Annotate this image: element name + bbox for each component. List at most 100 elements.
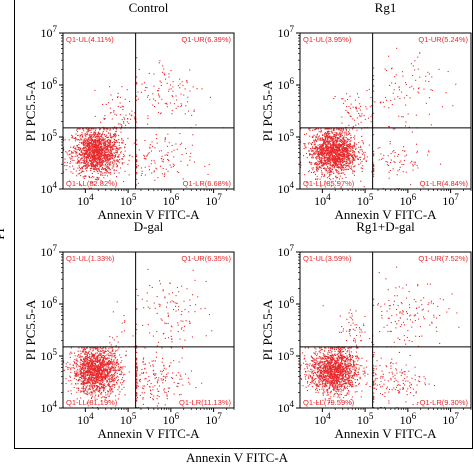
data-point <box>312 147 314 149</box>
data-point <box>350 153 352 155</box>
data-point <box>109 361 111 363</box>
data-point <box>388 164 390 166</box>
data-point <box>430 89 432 91</box>
data-point <box>329 131 331 133</box>
data-point <box>65 169 67 171</box>
data-point <box>330 185 332 187</box>
data-point <box>129 155 131 157</box>
data-point <box>116 163 118 165</box>
data-point <box>355 148 357 150</box>
data-point <box>88 149 90 151</box>
data-point <box>77 350 79 352</box>
data-point <box>98 156 100 158</box>
data-point <box>93 135 95 137</box>
data-point <box>94 369 96 371</box>
data-point <box>333 164 335 166</box>
data-point <box>319 135 321 137</box>
data-point <box>186 82 188 84</box>
data-point <box>111 155 113 157</box>
data-point <box>107 158 109 160</box>
data-point <box>117 123 119 125</box>
data-point <box>120 124 122 126</box>
data-point <box>324 167 326 169</box>
data-point <box>326 133 328 135</box>
data-point <box>361 168 363 170</box>
data-point <box>98 139 100 141</box>
data-point <box>112 377 114 379</box>
data-point <box>105 157 107 159</box>
data-point <box>93 145 95 147</box>
data-point <box>90 156 92 158</box>
data-point <box>103 155 105 157</box>
data-point <box>345 150 347 152</box>
data-point <box>305 146 307 148</box>
data-point <box>337 146 339 148</box>
data-point <box>327 132 329 134</box>
data-point <box>140 167 142 169</box>
data-point <box>327 151 329 153</box>
data-point <box>102 364 104 366</box>
data-point <box>100 387 102 389</box>
data-point <box>103 161 105 163</box>
data-point <box>101 159 103 161</box>
data-point <box>80 162 82 164</box>
data-point <box>323 156 325 158</box>
data-point <box>83 375 85 377</box>
data-point <box>166 102 168 104</box>
data-point <box>111 375 113 377</box>
data-point <box>171 151 173 153</box>
data-point <box>328 158 330 160</box>
data-point <box>105 367 107 369</box>
data-point <box>89 355 91 357</box>
data-point <box>76 372 78 374</box>
data-point <box>171 144 173 146</box>
data-point <box>193 109 195 111</box>
data-point <box>340 169 342 171</box>
data-point <box>325 145 327 147</box>
data-point <box>93 390 95 392</box>
data-point <box>384 68 386 70</box>
data-point <box>349 133 351 135</box>
data-point <box>108 158 110 160</box>
data-point <box>347 158 349 160</box>
data-point <box>379 102 381 104</box>
data-point <box>85 140 87 142</box>
data-point <box>389 170 391 172</box>
data-point <box>99 141 101 143</box>
data-point <box>341 155 343 157</box>
data-point <box>73 366 75 368</box>
data-point <box>111 137 113 139</box>
data-point <box>88 155 90 157</box>
data-point <box>331 156 333 158</box>
y-tick-label: 106 <box>278 76 295 92</box>
data-point <box>399 166 401 168</box>
data-point <box>341 155 343 157</box>
data-point <box>368 144 370 146</box>
data-point <box>320 162 322 164</box>
data-point <box>77 135 79 137</box>
data-point <box>366 156 368 158</box>
data-point <box>70 158 72 160</box>
data-point <box>100 400 102 402</box>
data-point <box>327 141 329 143</box>
data-point <box>322 162 324 164</box>
data-point <box>150 163 152 165</box>
data-point <box>86 375 88 377</box>
data-point <box>98 371 100 373</box>
data-point <box>349 144 351 146</box>
data-point <box>155 133 157 135</box>
data-point <box>320 161 322 163</box>
data-point <box>82 351 84 353</box>
data-point <box>102 132 104 134</box>
data-point <box>333 143 335 145</box>
data-point <box>323 160 325 162</box>
data-point <box>85 379 87 381</box>
data-point <box>331 138 333 140</box>
data-point <box>340 164 342 166</box>
data-point <box>342 166 344 168</box>
data-point <box>333 138 335 140</box>
data-point <box>86 149 88 151</box>
data-point <box>84 367 86 369</box>
data-point <box>340 155 342 157</box>
data-point <box>193 161 195 163</box>
